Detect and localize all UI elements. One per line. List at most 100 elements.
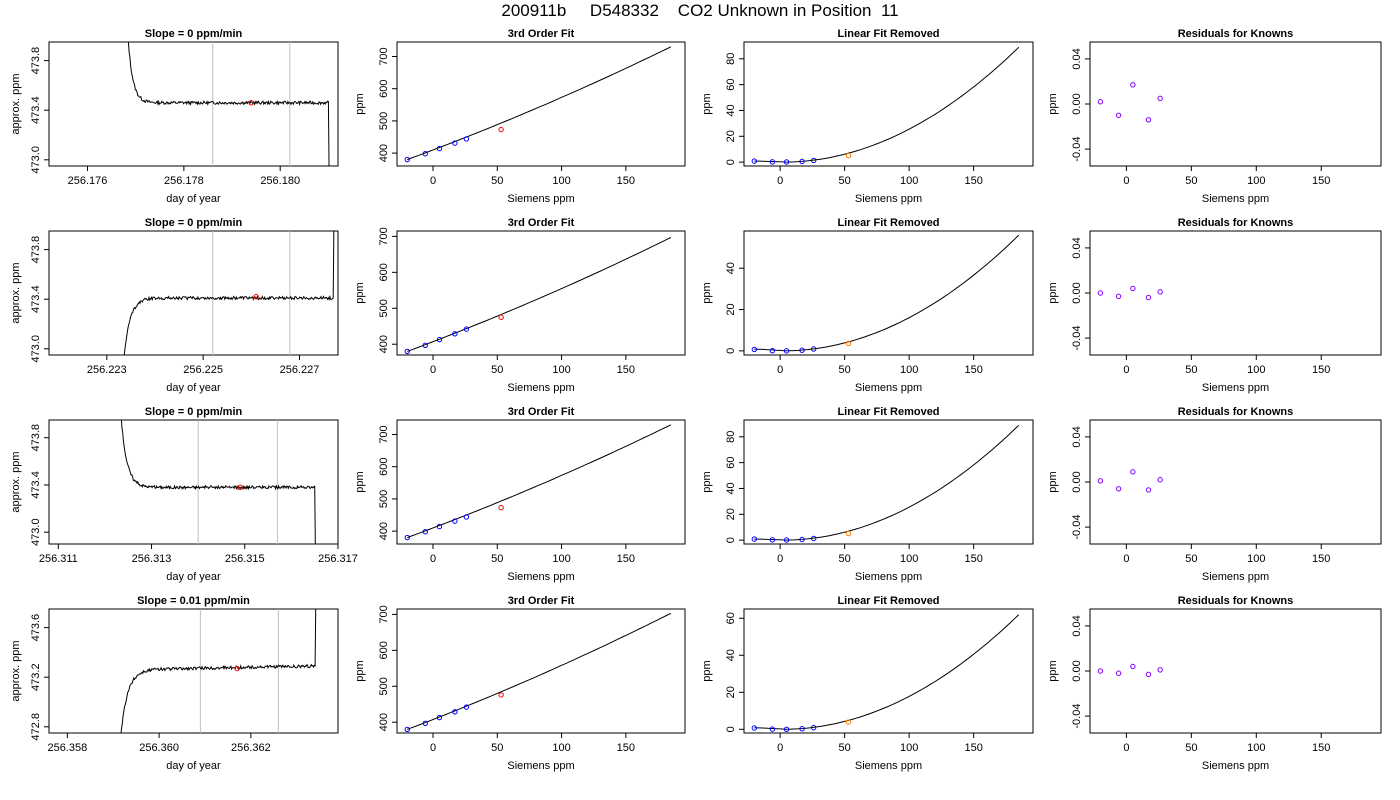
y-tick-label: 600	[378, 458, 390, 476]
average-marker	[253, 294, 259, 300]
x-tick-label: 150	[617, 364, 635, 376]
panel-title: 3rd Order Fit	[508, 28, 575, 40]
x-tick-label: 50	[839, 553, 851, 565]
plot-area	[751, 424, 1020, 543]
y-tick-label: 473.2	[30, 663, 42, 691]
average-marker	[237, 484, 243, 491]
x-tick-label: 50	[1185, 553, 1197, 565]
plot-area	[751, 46, 1020, 165]
plot-frame	[1089, 230, 1382, 356]
plot-frame	[396, 41, 686, 167]
x-tick-label: 256.360	[139, 742, 179, 754]
x-tick-label: 150	[964, 742, 982, 754]
analyzer-trace	[127, 42, 330, 166]
plot-area	[404, 612, 672, 733]
known-point	[436, 336, 443, 343]
x-tick-label: 150	[964, 553, 982, 565]
x-tick-label: 50	[491, 175, 503, 187]
y-tick-label: 80	[725, 431, 737, 443]
y-tick-label: 700	[378, 47, 390, 65]
y-tick-label: 40	[725, 104, 737, 116]
panel-title: Residuals for Knowns	[1178, 595, 1294, 607]
known-point	[783, 537, 790, 543]
y-tick-label: 400	[378, 335, 390, 353]
y-tick-label: 400	[378, 144, 390, 162]
known-point	[422, 342, 428, 348]
y-tick-label: -0.04	[1071, 704, 1083, 729]
residual-point	[1115, 670, 1122, 676]
residual-point	[1097, 99, 1104, 105]
x-axis-label: day of year	[166, 571, 221, 583]
panel-title: Residuals for Knowns	[1178, 28, 1294, 40]
y-tick-label: 600	[378, 80, 390, 98]
panel-title: Linear Fit Removed	[837, 595, 939, 607]
residual-point	[1115, 293, 1122, 300]
x-tick-label: 0	[1123, 364, 1129, 376]
plot-area	[404, 46, 672, 163]
analyzer-trace	[120, 420, 316, 544]
y-tick-label: 700	[378, 425, 390, 443]
x-tick-label: 100	[900, 175, 918, 187]
x-tick-label: 50	[839, 742, 851, 754]
x-tick-label: 256.180	[260, 175, 300, 187]
plot-frame	[48, 230, 339, 356]
unknown-point	[845, 719, 852, 725]
plot-frame	[743, 608, 1034, 734]
y-tick-label: 472.8	[30, 713, 42, 741]
x-tick-label: 256.362	[231, 742, 271, 754]
known-point	[436, 714, 443, 721]
unknown-point	[845, 152, 852, 159]
panel-title: Linear Fit Removed	[837, 28, 939, 40]
y-tick-label: 0.00	[1071, 282, 1083, 303]
y-axis-label: ppm	[354, 660, 366, 681]
x-axis-label: Siemens ppm	[507, 760, 574, 772]
x-axis-label: Siemens ppm	[1202, 571, 1269, 583]
residual-point	[1145, 294, 1152, 301]
unknown-point	[498, 692, 504, 698]
plot-area	[120, 609, 317, 733]
x-tick-label: 150	[1312, 742, 1330, 754]
x-axis-label: Siemens ppm	[855, 571, 922, 583]
y-axis-label: ppm	[1047, 93, 1059, 114]
x-tick-label: 100	[900, 742, 918, 754]
analyzer-trace	[123, 231, 335, 355]
panel-title: Slope = 0 ppm/min	[145, 28, 243, 40]
panel-title: Slope = 0 ppm/min	[145, 406, 243, 418]
y-axis-label: ppm	[701, 471, 713, 492]
x-axis-label: Siemens ppm	[507, 193, 574, 205]
residual-point	[1097, 290, 1104, 296]
panel-title: Slope = 0 ppm/min	[145, 217, 243, 229]
known-point	[810, 535, 817, 542]
plot-area	[751, 614, 1020, 732]
fit-curve	[407, 46, 672, 161]
known-point	[452, 518, 458, 524]
known-point	[799, 536, 805, 543]
x-tick-label: 150	[617, 553, 635, 565]
x-tick-label: 100	[552, 175, 570, 187]
x-tick-label: 100	[552, 553, 570, 565]
plot-area	[120, 420, 316, 544]
plot-area	[1097, 663, 1163, 678]
plot-area	[127, 42, 330, 166]
x-tick-label: 150	[1312, 175, 1330, 187]
x-tick-label: 100	[900, 553, 918, 565]
y-tick-label: 500	[378, 490, 390, 508]
residual-point	[1130, 82, 1136, 88]
x-tick-label: 150	[617, 175, 635, 187]
figure-title: 200911b D548332 CO2 Unknown in Position …	[501, 1, 899, 20]
y-tick-label: 473.0	[30, 146, 42, 174]
plot-frame	[1089, 41, 1382, 167]
known-point	[463, 704, 470, 710]
y-tick-label: -0.04	[1071, 515, 1083, 540]
y-tick-label: 400	[378, 522, 390, 540]
known-point	[422, 720, 428, 726]
plot-frame	[743, 230, 1034, 356]
known-point	[751, 346, 758, 353]
fit-curve	[407, 424, 672, 539]
x-tick-label: 256.313	[132, 553, 172, 565]
plot-frame	[1089, 419, 1382, 545]
residual-point	[1157, 95, 1163, 102]
known-point	[452, 140, 458, 146]
plot-area	[123, 231, 335, 355]
x-tick-label: 100	[552, 364, 570, 376]
